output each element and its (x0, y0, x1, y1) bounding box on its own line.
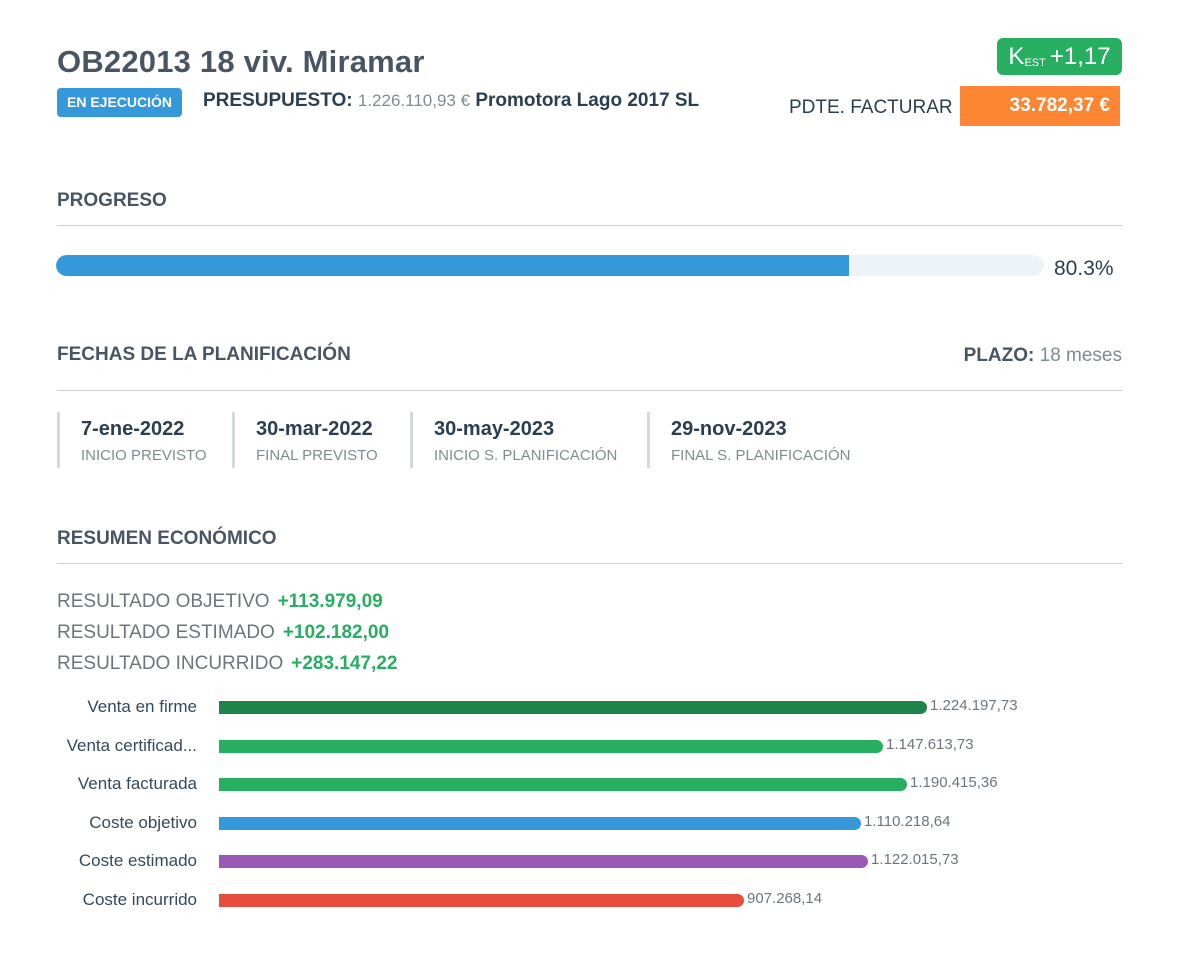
result-target: RESULTADO OBJETIVO +113.979,09 (57, 591, 383, 613)
bar-label: Venta certificad... (66, 736, 197, 755)
bar-value-label: 907.268,14 (747, 890, 823, 907)
result-value: +102.182,00 (282, 622, 390, 643)
bar-label: Venta en firme (87, 697, 197, 716)
budget-line: PRESUPUESTO: 1.226.110,93 € Promotora La… (203, 90, 699, 112)
result-label: RESULTADO ESTIMADO (57, 622, 275, 643)
result-label: RESULTADO OBJETIVO (57, 591, 270, 612)
bar-label: Coste estimado (78, 851, 197, 870)
date-card-planned-start: 7-ene-2022 INICIO PREVISTO (57, 412, 207, 468)
economic-divider (57, 563, 1122, 564)
budget-label: PRESUPUESTO: (203, 90, 353, 111)
bar-value-label: 1.122.015,73 (871, 851, 959, 868)
progress-divider (57, 225, 1122, 226)
result-value: +283.147,22 (291, 653, 398, 674)
bar-label: Coste incurrido (82, 890, 197, 909)
bar-label: Coste objetivo (89, 813, 197, 832)
bar (219, 701, 927, 714)
date-label: FINAL S. PLANIFICACIÓN (671, 447, 851, 464)
date-card-replan-end: 29-nov-2023 FINAL S. PLANIFICACIÓN (647, 412, 850, 468)
term: PLAZO: 18 meses (964, 345, 1122, 367)
term-value: 18 meses (1039, 345, 1122, 366)
date-value: 29-nov-2023 (671, 418, 787, 440)
budget-value: 1.226.110,93 € (357, 91, 471, 110)
date-card-planned-end: 30-mar-2022 FINAL PREVISTO (232, 412, 378, 468)
status-badge: EN EJECUCIÓN (57, 88, 183, 117)
kest-value: +1,17 (1049, 43, 1111, 70)
bar (219, 817, 861, 830)
client-name: Promotora Lago 2017 SL (475, 90, 700, 111)
progress-percent: 80.3% (1054, 257, 1114, 280)
result-value: +113.979,09 (277, 591, 383, 612)
term-label: PLAZO: (963, 345, 1035, 366)
project-title: OB22013 18 viv. Miramar (57, 44, 425, 79)
kest-label: K (1008, 43, 1025, 70)
progress-bar-fill (56, 255, 850, 276)
bar (219, 778, 907, 791)
pending-invoice-label: PDTE. FACTURAR (789, 97, 953, 118)
date-label: INICIO PREVISTO (81, 447, 207, 464)
planning-divider (57, 390, 1122, 391)
date-value: 30-mar-2022 (256, 418, 373, 440)
pending-invoice-value: 33.782,37 € (960, 86, 1120, 126)
date-label: INICIO S. PLANIFICACIÓN (434, 447, 618, 464)
bar-value-label: 1.190.415,36 (910, 774, 998, 791)
bar (219, 894, 744, 907)
progress-section-title: PROGRESO (57, 190, 167, 211)
date-value: 30-may-2023 (434, 418, 555, 440)
kest-sub-label: EST (1024, 57, 1046, 69)
bar-value-label: 1.110.218,64 (864, 813, 951, 830)
bar-label: Venta facturada (77, 774, 197, 793)
bar-value-label: 1.224.197,73 (930, 697, 1018, 714)
result-incurred: RESULTADO INCURRIDO +283.147,22 (57, 653, 397, 675)
bar-value-label: 1.147.613,73 (886, 736, 974, 753)
date-value: 7-ene-2022 (81, 418, 185, 440)
result-estimated: RESULTADO ESTIMADO +102.182,00 (57, 622, 389, 644)
result-label: RESULTADO INCURRIDO (57, 653, 284, 674)
kest-badge: KEST +1,17 (997, 38, 1122, 75)
economic-section-title: RESUMEN ECONÓMICO (57, 528, 277, 549)
date-card-replan-start: 30-may-2023 INICIO S. PLANIFICACIÓN (410, 412, 617, 468)
bar (219, 855, 868, 868)
progress-bar (56, 255, 1044, 276)
date-label: FINAL PREVISTO (256, 447, 378, 464)
bar (219, 740, 883, 753)
planning-section-title: FECHAS DE LA PLANIFICACIÓN (57, 344, 351, 365)
